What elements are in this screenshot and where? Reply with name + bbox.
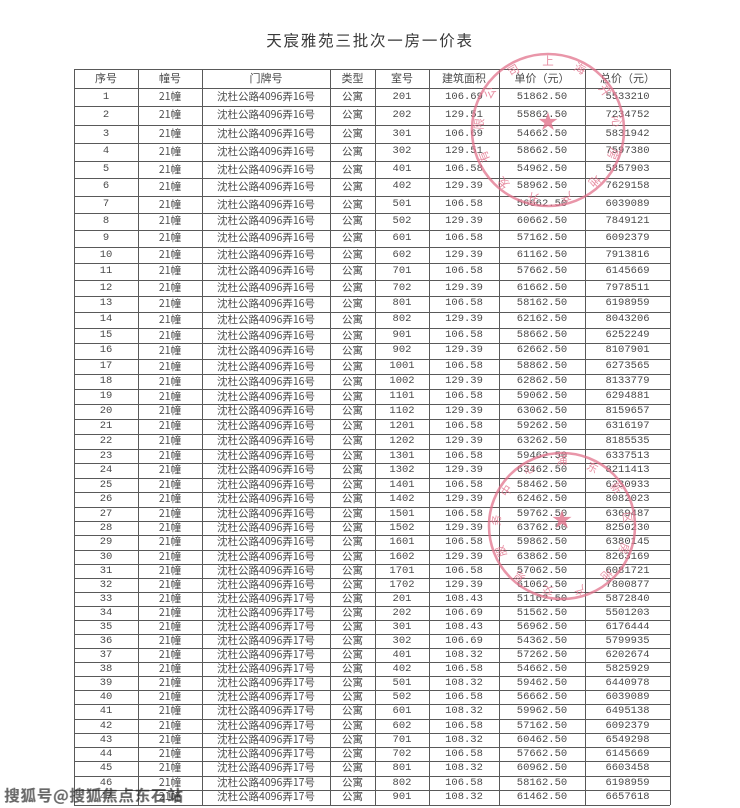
svg-text:上: 上 [542,53,554,69]
